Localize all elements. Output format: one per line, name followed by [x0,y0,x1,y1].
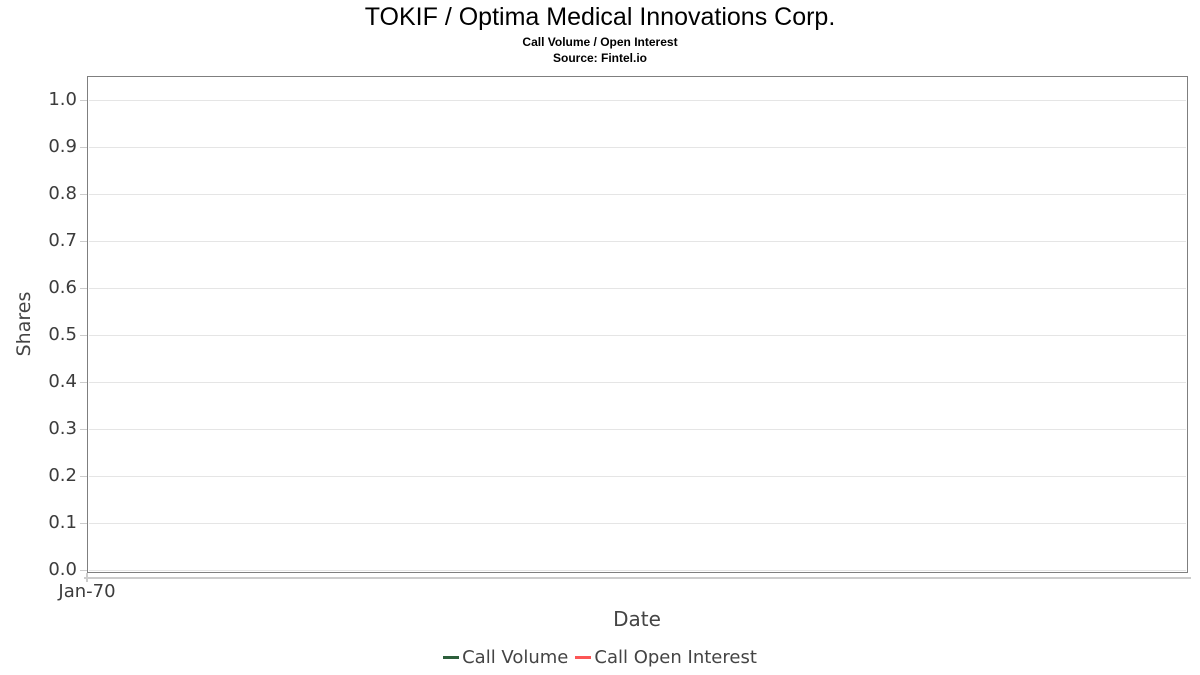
y-tick-mark [80,194,87,195]
gridline [89,288,1186,289]
y-tick-label: 0.3 [48,418,77,439]
gridline [89,335,1186,336]
y-tick-mark [80,476,87,477]
y-tick-mark [80,382,87,383]
y-tick-mark [80,523,87,524]
y-tick-mark [80,241,87,242]
gridline [89,194,1186,195]
plot-area [87,76,1188,573]
y-tick-mark [80,147,87,148]
gridline [89,429,1186,430]
y-tick-label: 0.7 [48,230,77,251]
gridline [89,382,1186,383]
legend-item-label: Call Volume [462,647,569,668]
y-tick-mark [80,335,87,336]
y-tick-label: 0.2 [48,465,77,486]
legend-item-call-volume[interactable]: Call Volume [443,646,568,669]
gridline [89,147,1186,148]
y-tick-label: 1.0 [48,89,77,110]
y-tick-mark [80,429,87,430]
y-axis-title: Shares [13,291,35,357]
gridline [89,570,1186,571]
y-tick-label: 0.5 [48,324,77,345]
legend-line-icon [575,656,592,660]
x-tick-mark [86,573,88,582]
legend-item-label: Call Open Interest [594,647,757,668]
legend-item-call-open-interest[interactable]: Call Open Interest [575,646,757,669]
x-axis-title: Date [613,607,661,631]
y-tick-label: 0.0 [48,559,77,580]
y-tick-mark [80,570,87,571]
legend-line-icon [443,656,460,660]
y-tick-label: 0.8 [48,183,77,204]
y-tick-mark [80,100,87,101]
legend: Call Volume Call Open Interest [0,646,1200,669]
x-axis-line [84,577,1191,579]
chart-title: TOKIF / Optima Medical Innovations Corp. [364,3,836,31]
gridline [89,241,1186,242]
gridline [89,476,1186,477]
x-tick-label: Jan-70 [58,581,116,602]
y-tick-label: 0.9 [48,136,77,157]
y-tick-label: 0.4 [48,371,77,392]
y-tick-mark [80,288,87,289]
y-tick-label: 0.1 [48,512,77,533]
chart-source-label: Source: Fintel.io [552,51,647,65]
chart-subtitle: Call Volume / Open Interest [522,35,678,49]
y-tick-label: 0.6 [48,277,77,298]
gridline [89,100,1186,101]
gridline [89,523,1186,524]
